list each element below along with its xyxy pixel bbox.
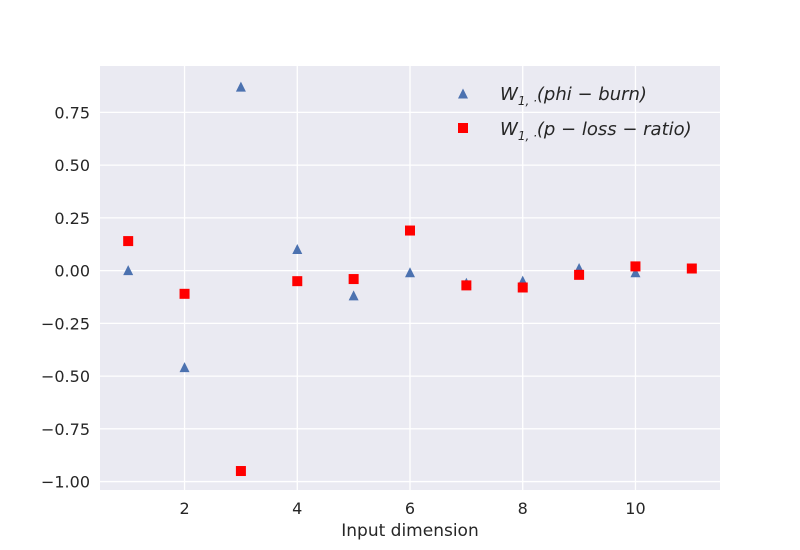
legend-label-1: W1, ·(phi − burn)	[500, 84, 647, 108]
y-tick-label: −0.50	[41, 367, 90, 386]
triangle-point	[405, 267, 415, 278]
y-tick-label: −0.25	[41, 314, 90, 333]
legend-entry-1: W1, ·(phi − burn)	[458, 84, 647, 108]
square-point	[235, 466, 246, 477]
y-tick-label: −0.75	[41, 420, 90, 439]
square-point	[517, 282, 528, 293]
x-tick-label: 6	[405, 499, 415, 518]
x-tick-label: 2	[179, 499, 189, 518]
square-point	[686, 263, 697, 274]
legend-marker-square	[458, 123, 468, 133]
y-tick-label: 0.75	[54, 103, 90, 122]
triangle-point	[348, 290, 359, 301]
y-tick-label: −1.00	[41, 473, 90, 492]
triangle-point	[179, 362, 190, 373]
y-tick-label: 0.50	[54, 156, 90, 175]
legend-entry-2: W1, ·(p − loss − ratio)	[458, 119, 692, 143]
y-tick-label: 0.25	[54, 209, 90, 228]
legend-label-2: W1, ·(p − loss − ratio)	[500, 119, 692, 143]
tick-labels: 2 4 6 8 10 0.75 0.50 0.25 0.00 −0.25 −0.50 −0.75 −1.…	[41, 103, 646, 518]
square-point	[574, 269, 585, 280]
x-tick-label: 8	[518, 499, 528, 518]
square-point	[348, 274, 359, 285]
triangle-point	[292, 244, 303, 255]
x-axis-title: Input dimension	[341, 521, 479, 541]
square-point	[405, 225, 415, 236]
square-point	[292, 276, 303, 287]
y-tick-label: 0.00	[54, 262, 90, 281]
square-point	[123, 236, 134, 247]
square-point	[179, 288, 190, 299]
x-tick-label: 10	[625, 499, 645, 518]
triangle-point	[235, 81, 246, 92]
triangle-point	[123, 265, 134, 276]
x-tick-label: 4	[292, 499, 302, 518]
data-markers	[123, 81, 697, 477]
triangle-point	[630, 267, 641, 278]
legend-marker-triangle	[458, 88, 468, 99]
legend: W1, ·(phi − burn) W1, ·(p − loss − ratio…	[458, 84, 692, 143]
square-point	[461, 280, 472, 291]
square-point	[630, 261, 641, 272]
